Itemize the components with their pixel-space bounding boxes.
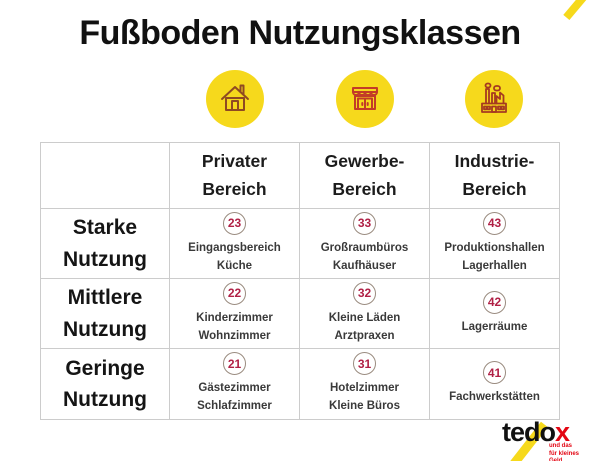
usage-examples: Eingangsbereich Küche bbox=[188, 241, 281, 272]
row-label-mittlere-nutzung: Mittlere Nutzung bbox=[41, 279, 170, 349]
brand-slogan: und das für kleines Geld bbox=[549, 443, 580, 461]
row-label-geringe-nutzung: Geringe Nutzung bbox=[41, 349, 170, 419]
table-cell-industrie-gering: 41 Fachwerkstätten bbox=[430, 349, 559, 419]
table-cell-gewerbe-stark: 33 Großraumbüros Kaufhäuser bbox=[300, 209, 430, 279]
usage-class-badge: 22 bbox=[223, 281, 246, 305]
brand-wordmark-x: x bbox=[555, 417, 570, 447]
table-cell-gewerbe-gering: 31 Hotelzimmer Kleine Büros bbox=[300, 349, 430, 419]
table-cell-privat-stark: 23 Eingangsbereich Küche bbox=[170, 209, 300, 279]
usage-examples: Hotelzimmer Kleine Büros bbox=[329, 382, 400, 412]
table-cell-privat-gering: 21 Gästezimmer Schlafzimmer bbox=[170, 349, 300, 419]
usage-examples: Produktionshallen Lagerhallen bbox=[444, 241, 545, 272]
usage-class-badge: 42 bbox=[483, 290, 506, 314]
house-icon bbox=[206, 70, 264, 128]
factory-icon bbox=[465, 70, 523, 128]
usage-class-badge: 41 bbox=[483, 361, 506, 385]
table-cell-industrie-stark: 43 Produktionshallen Lagerhallen bbox=[430, 209, 559, 279]
column-header-gewerbe-bereich: Gewerbe- Bereich bbox=[300, 143, 430, 209]
tedox-logo: tedox und das für kleines Geld bbox=[488, 413, 588, 461]
usage-class-badge: 21 bbox=[223, 352, 246, 376]
usage-examples: Kinderzimmer Wohnzimmer bbox=[196, 311, 273, 342]
usage-class-badge: 31 bbox=[353, 352, 376, 376]
brand-wordmark: tedox bbox=[502, 417, 570, 447]
column-header-industrie-bereich: Industrie- Bereich bbox=[430, 143, 559, 209]
table-cell-industrie-mittel: 42 Lagerräume bbox=[430, 279, 559, 349]
page-title: Fußboden Nutzungsklassen bbox=[79, 14, 521, 52]
usage-class-badge: 23 bbox=[223, 211, 246, 235]
usage-examples: Fachwerkstätten bbox=[449, 391, 540, 404]
usage-examples: Gästezimmer Schlafzimmer bbox=[197, 382, 272, 412]
table-cell-gewerbe-mittel: 32 Kleine Läden Arztpraxen bbox=[300, 279, 430, 349]
table-cell-privat-mittel: 22 Kinderzimmer Wohnzimmer bbox=[170, 279, 300, 349]
usage-class-badge: 33 bbox=[353, 211, 376, 235]
table-corner-cell bbox=[41, 143, 170, 209]
column-header-privater-bereich: Privater Bereich bbox=[170, 143, 300, 209]
store-icon bbox=[336, 70, 394, 128]
usage-class-badge: 43 bbox=[483, 211, 506, 235]
usage-class-table: Privater Bereich Gewerbe- Bereich Indust… bbox=[40, 142, 560, 420]
usage-examples: Lagerräume bbox=[461, 320, 528, 333]
usage-examples: Großraumbüros Kaufhäuser bbox=[320, 241, 409, 272]
brand-wordmark-black: tedo bbox=[502, 417, 556, 447]
row-label-starke-nutzung: Starke Nutzung bbox=[41, 209, 170, 279]
usage-examples: Kleine Läden Arztpraxen bbox=[328, 311, 401, 342]
usage-class-badge: 32 bbox=[353, 281, 376, 305]
